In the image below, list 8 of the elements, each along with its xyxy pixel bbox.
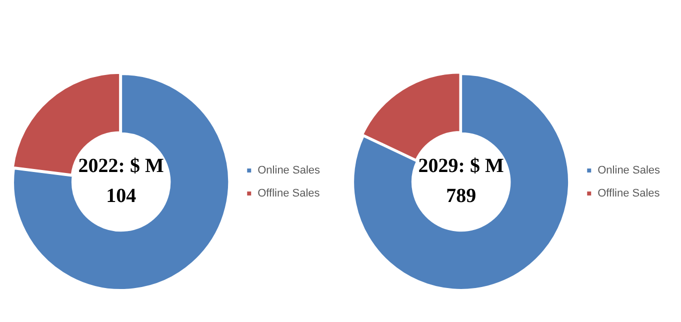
legend-label: Offline Sales xyxy=(598,188,660,200)
legend-label: Online Sales xyxy=(598,164,660,177)
text: 2029: $ M xyxy=(418,155,504,178)
text: 2022: $ M xyxy=(78,155,164,178)
legend-label: Online Sales xyxy=(258,164,320,177)
text: 789 xyxy=(446,185,476,208)
text: 104 xyxy=(106,185,136,208)
legend-label: Offline Sales xyxy=(258,188,320,200)
